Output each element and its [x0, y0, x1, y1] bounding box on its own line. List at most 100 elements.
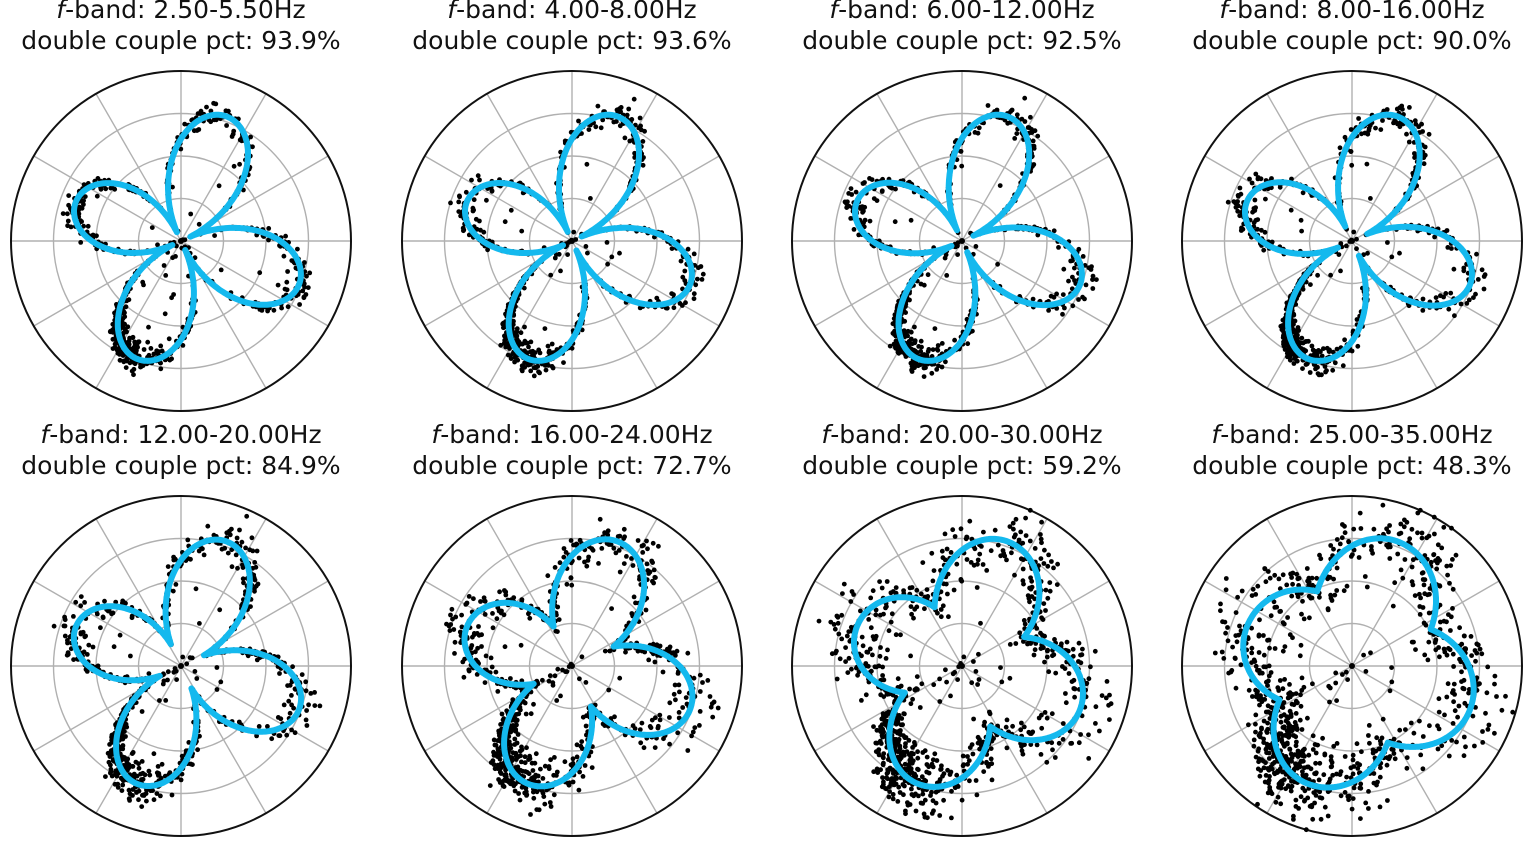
- scatter-point: [705, 678, 711, 683]
- scatter-point: [94, 193, 100, 199]
- scatter-point: [252, 560, 258, 565]
- scatter-point: [955, 252, 960, 257]
- scatter-point: [622, 135, 628, 141]
- scatter-point: [1338, 268, 1343, 274]
- scatter-point: [126, 297, 132, 303]
- scatter-point: [448, 200, 453, 206]
- scatter-point: [1303, 362, 1309, 367]
- scatter-point: [944, 273, 950, 278]
- scatter-point: [112, 186, 118, 192]
- scatter-point: [214, 665, 220, 670]
- scatter-point: [851, 227, 857, 232]
- scatter-point: [1263, 196, 1268, 202]
- scatter-point: [1421, 161, 1427, 167]
- scatter-point: [237, 161, 243, 167]
- scatter-point: [456, 199, 462, 205]
- scatter-point: [197, 621, 202, 626]
- scatter-point: [237, 527, 242, 533]
- scatter-point: [162, 311, 168, 317]
- scatter-point: [1035, 133, 1041, 139]
- scatter-point: [65, 638, 70, 643]
- scatter-point: [271, 307, 277, 313]
- scatter-point: [141, 282, 146, 288]
- scatter-point: [921, 365, 927, 371]
- grid-spoke: [180, 240, 329, 327]
- scatter-point: [638, 740, 644, 746]
- scatter-point: [912, 348, 917, 353]
- scatter-point: [691, 251, 697, 257]
- scatter-point: [244, 513, 250, 519]
- scatter-point: [62, 633, 68, 639]
- subplot-title: f-band: 4.00-8.00Hz: [447, 0, 696, 24]
- scatter-point: [1090, 286, 1096, 291]
- scatter-point: [640, 139, 646, 144]
- scatter-point: [558, 693, 563, 699]
- scatter-point: [146, 768, 152, 774]
- scatter-point: [81, 182, 87, 188]
- scatter-point: [1332, 360, 1338, 366]
- scatter-point: [90, 644, 96, 650]
- scatter-point: [1294, 358, 1300, 364]
- scatter-point: [171, 292, 177, 297]
- scatter-point: [499, 711, 505, 717]
- scatter-point: [1445, 245, 1451, 250]
- scatter-point: [939, 341, 945, 346]
- scatter-point: [640, 550, 646, 555]
- scatter-point: [545, 573, 551, 579]
- scatter-point: [303, 717, 309, 723]
- scatter-point: [122, 310, 127, 316]
- scatter-point: [588, 196, 593, 201]
- scatter-point: [197, 111, 203, 116]
- scatter-point: [1384, 107, 1390, 112]
- scatter-point: [1475, 277, 1481, 282]
- scatter-point: [1348, 149, 1354, 154]
- scatter-point: [1062, 305, 1067, 311]
- scatter-point: [163, 273, 169, 278]
- scatter-point: [513, 333, 519, 339]
- scatter-point: [269, 736, 275, 742]
- scatter-point: [240, 576, 246, 582]
- scatter-point: [845, 199, 850, 205]
- scatter-point: [1349, 162, 1355, 168]
- scatter-point: [129, 615, 135, 621]
- scatter-point: [1066, 278, 1071, 284]
- scatter-point: [1262, 229, 1268, 235]
- scatter-point: [508, 207, 514, 213]
- scatter-point: [108, 185, 114, 191]
- grid-spoke: [814, 155, 963, 242]
- scatter-point: [1302, 339, 1308, 345]
- scatter-point: [586, 127, 592, 132]
- scatter-point: [146, 671, 152, 676]
- scatter-point: [1340, 363, 1346, 369]
- scatter-point: [196, 221, 202, 227]
- scatter-point: [893, 186, 898, 192]
- scatter-point: [148, 788, 154, 794]
- scatter-point: [126, 796, 132, 802]
- scatter-point: [1448, 290, 1454, 296]
- scatter-point: [1031, 162, 1037, 167]
- scatter-point: [188, 211, 194, 217]
- scatter-point: [1420, 296, 1426, 302]
- scatter-point: [136, 797, 141, 803]
- scatter-point: [1479, 267, 1485, 273]
- scatter-point: [1342, 337, 1347, 343]
- scatter-point: [107, 329, 113, 335]
- scatter-point: [76, 206, 82, 211]
- scatter-point: [1426, 131, 1432, 137]
- scatter-point: [1253, 205, 1258, 211]
- scatter-point: [250, 548, 256, 554]
- scatter-point: [497, 589, 502, 595]
- scatter-point: [229, 564, 235, 570]
- scatter-point: [211, 100, 217, 106]
- scatter-point: [192, 669, 198, 674]
- scatter-point: [1452, 313, 1457, 319]
- scatter-point: [282, 286, 288, 292]
- scatter-point: [239, 539, 245, 545]
- scatter-point: [523, 340, 529, 346]
- scatter-point: [225, 550, 231, 556]
- scatter-point: [1292, 329, 1297, 334]
- scatter-point: [1458, 301, 1464, 307]
- scatter-point: [196, 548, 202, 554]
- scatter-point: [538, 766, 543, 772]
- scatter-point: [568, 538, 574, 543]
